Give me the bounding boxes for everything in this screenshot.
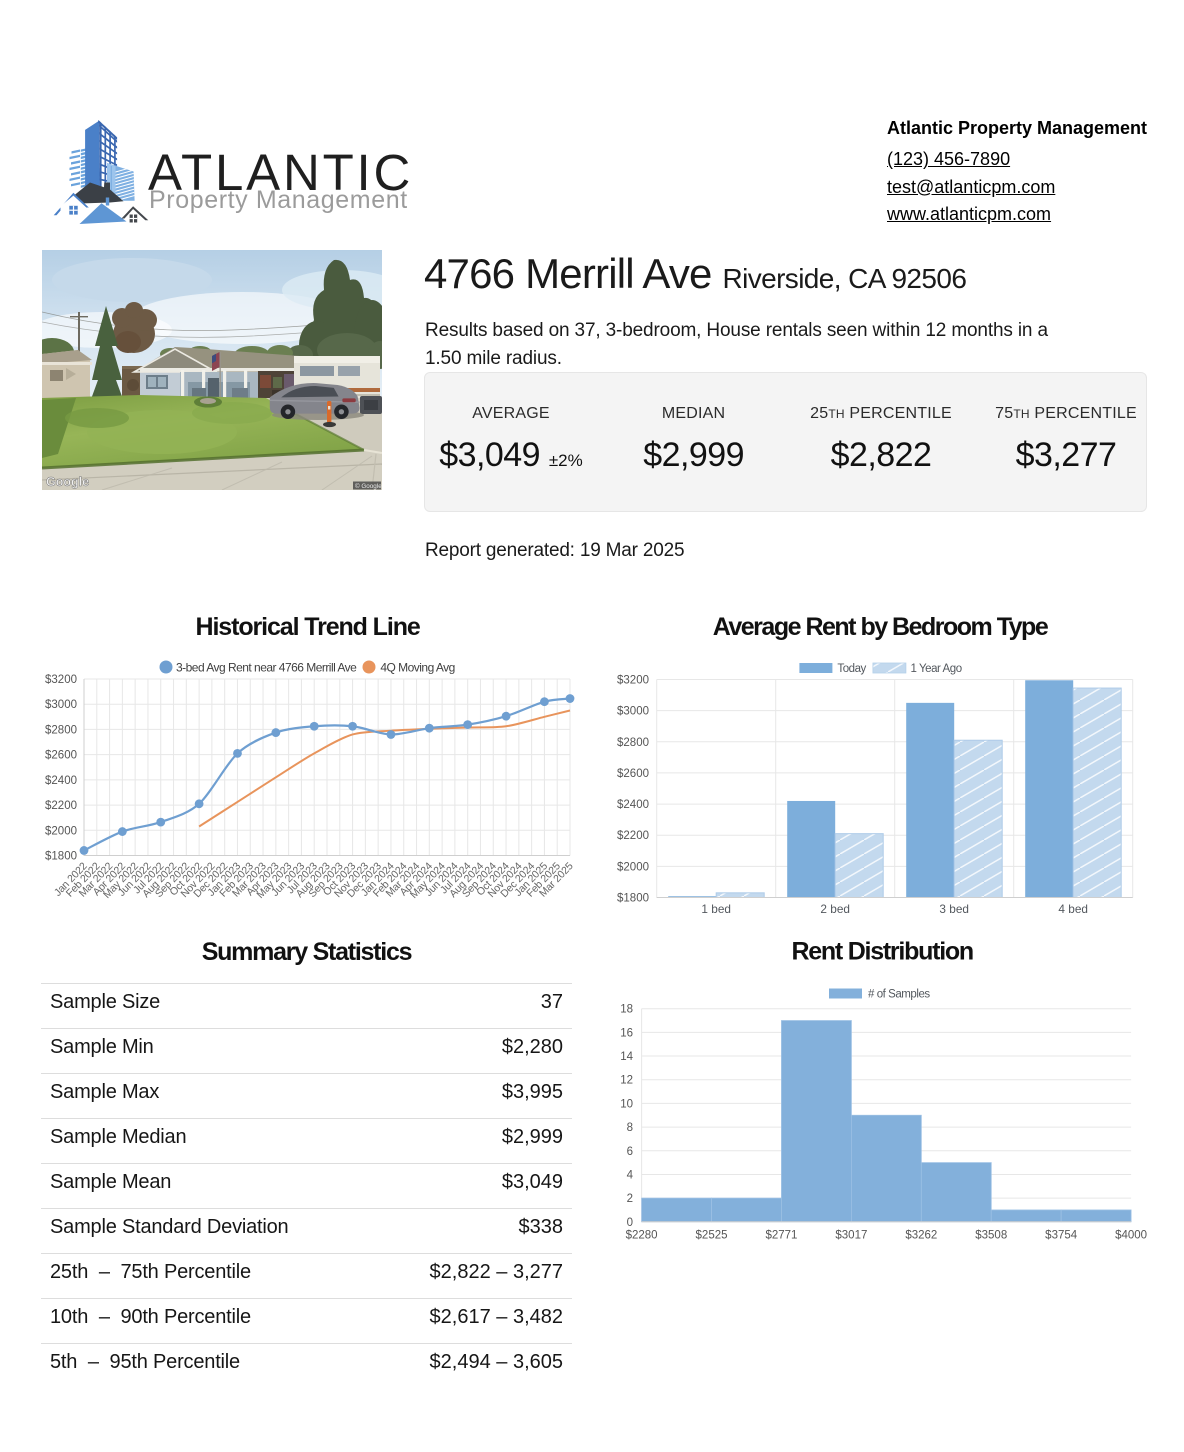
svg-text:$3508: $3508: [975, 1229, 1007, 1241]
svg-text:$4000: $4000: [1115, 1229, 1147, 1241]
svg-text:Average Rent by Bedroom Type: Average Rent by Bedroom Type: [713, 613, 1049, 641]
svg-text:© Google: © Google: [355, 482, 382, 490]
svg-text:$2200: $2200: [617, 830, 649, 842]
svg-text:$3200: $3200: [617, 675, 649, 687]
svg-text:$2600: $2600: [617, 768, 649, 780]
svg-text:$2800: $2800: [45, 724, 77, 736]
svg-text:# of Samples: # of Samples: [868, 989, 930, 1001]
svg-text:$2000: $2000: [45, 825, 77, 837]
svg-text:2: 2: [627, 1193, 633, 1205]
svg-text:$3000: $3000: [617, 706, 649, 718]
svg-text:4 bed: 4 bed: [1058, 902, 1088, 916]
svg-text:16: 16: [620, 1027, 633, 1039]
svg-text:$1800: $1800: [45, 851, 77, 863]
svg-text:14: 14: [620, 1051, 633, 1063]
svg-text:Today: Today: [837, 663, 866, 675]
svg-text:$2400: $2400: [45, 775, 77, 787]
svg-text:$3754: $3754: [1045, 1229, 1078, 1241]
svg-text:$3200: $3200: [45, 674, 77, 686]
svg-text:$2200: $2200: [45, 800, 77, 812]
svg-text:$2280: $2280: [626, 1229, 658, 1241]
svg-text:$2771: $2771: [765, 1229, 797, 1241]
svg-text:1 bed: 1 bed: [701, 902, 731, 916]
svg-text:1 Year Ago: 1 Year Ago: [911, 663, 962, 675]
svg-text:3-bed Avg Rent near 4766 Merri: 3-bed Avg Rent near 4766 Merrill Ave: [176, 661, 357, 675]
svg-text:12: 12: [620, 1075, 633, 1087]
svg-text:8: 8: [627, 1122, 633, 1134]
svg-text:6: 6: [627, 1146, 633, 1158]
svg-text:4Q Moving Avg: 4Q Moving Avg: [380, 661, 454, 675]
svg-text:Rent Distribution: Rent Distribution: [791, 938, 973, 966]
svg-text:$2800: $2800: [617, 737, 649, 749]
svg-text:$2600: $2600: [45, 750, 77, 762]
svg-text:Historical Trend Line: Historical Trend Line: [196, 613, 421, 641]
svg-text:2 bed: 2 bed: [820, 902, 850, 916]
svg-text:$2525: $2525: [696, 1229, 728, 1241]
svg-text:10: 10: [620, 1098, 633, 1110]
svg-text:4: 4: [627, 1169, 634, 1181]
svg-text:$3262: $3262: [905, 1229, 937, 1241]
svg-text:$3000: $3000: [45, 699, 77, 711]
svg-text:0: 0: [627, 1217, 633, 1229]
svg-text:$1800: $1800: [617, 893, 649, 905]
svg-text:Google: Google: [46, 475, 89, 489]
svg-text:3 bed: 3 bed: [939, 902, 969, 916]
svg-text:$3017: $3017: [835, 1229, 867, 1241]
svg-text:$2000: $2000: [617, 861, 649, 873]
svg-text:18: 18: [620, 1004, 633, 1016]
svg-text:$2400: $2400: [617, 799, 649, 811]
